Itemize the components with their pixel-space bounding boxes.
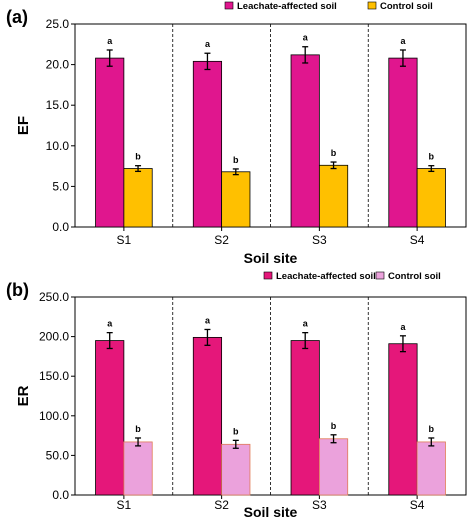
bar-series-1 <box>192 60 223 228</box>
legend-label-2: Control soil <box>380 1 433 12</box>
y-tick-label: 0.0 <box>52 488 69 502</box>
y-tick-label: 25.0 <box>46 17 70 31</box>
significance-label: a <box>303 319 309 329</box>
y-tick-label: 200.0 <box>39 330 69 344</box>
significance-label: b <box>233 155 239 165</box>
significance-label: b <box>233 426 239 436</box>
significance-label: b <box>135 424 141 434</box>
legend-label-2: Control soil <box>388 271 441 282</box>
y-tick-label: 20.0 <box>46 58 70 72</box>
y-tick-label: 10.0 <box>46 139 70 153</box>
significance-label: a <box>400 36 406 46</box>
y-axis-label: ER <box>15 385 32 406</box>
y-tick-label: 150.0 <box>39 369 69 383</box>
significance-label: a <box>205 39 211 49</box>
bar-series-2 <box>318 164 349 228</box>
bar-series-1 <box>95 340 125 496</box>
x-axis-label: Soil site <box>244 504 298 520</box>
significance-label: a <box>107 319 113 329</box>
x-axis-label: Soil site <box>244 250 298 266</box>
y-tick-label: 100.0 <box>39 409 69 423</box>
bar-series-1 <box>192 336 223 496</box>
legend-swatch-1 <box>263 271 273 280</box>
bar-series-2 <box>416 168 446 228</box>
x-tick-label: S2 <box>214 498 229 512</box>
significance-label: b <box>429 152 435 162</box>
x-tick-label: S2 <box>214 233 229 247</box>
panel-label: (b) <box>6 280 29 300</box>
x-tick-label: S4 <box>410 233 425 247</box>
significance-label: a <box>400 322 406 332</box>
x-tick-label: S3 <box>312 498 327 512</box>
significance-label: a <box>303 33 309 43</box>
y-tick-label: 0.0 <box>52 220 69 234</box>
bar-series-1 <box>388 343 418 496</box>
bar-series-2 <box>416 441 446 496</box>
legend-swatch-1 <box>224 1 234 10</box>
y-tick-label: 250.0 <box>39 290 69 304</box>
legend-label-1: Leachate-affected soil <box>237 1 337 12</box>
x-tick-label: S3 <box>312 233 327 247</box>
y-axis-label: EF <box>15 116 32 135</box>
x-tick-label: S1 <box>117 498 132 512</box>
bar-series-1 <box>388 57 418 228</box>
y-tick-label: 50.0 <box>46 448 70 462</box>
x-tick-label: S1 <box>117 233 132 247</box>
bar-series-1 <box>290 54 320 228</box>
bar-series-2 <box>123 441 153 496</box>
legend-label-1: Leachate-affected soil <box>276 271 376 282</box>
significance-label: b <box>331 148 337 158</box>
significance-label: b <box>429 424 435 434</box>
bar-series-1 <box>95 57 125 228</box>
y-tick-label: 15.0 <box>46 98 70 112</box>
bar-series-1 <box>290 340 320 496</box>
significance-label: a <box>107 36 113 46</box>
panel-label: (a) <box>6 7 28 27</box>
bar-series-2 <box>221 171 251 228</box>
bar-series-2 <box>318 438 349 496</box>
legend-swatch-2 <box>375 271 385 280</box>
significance-label: b <box>135 152 141 162</box>
legend-swatch-2 <box>367 1 377 10</box>
bar-series-2 <box>221 443 251 496</box>
y-tick-label: 5.0 <box>52 179 69 193</box>
x-tick-label: S4 <box>410 498 425 512</box>
significance-label: a <box>205 315 211 325</box>
significance-label: b <box>331 421 337 431</box>
bar-series-2 <box>123 168 153 228</box>
